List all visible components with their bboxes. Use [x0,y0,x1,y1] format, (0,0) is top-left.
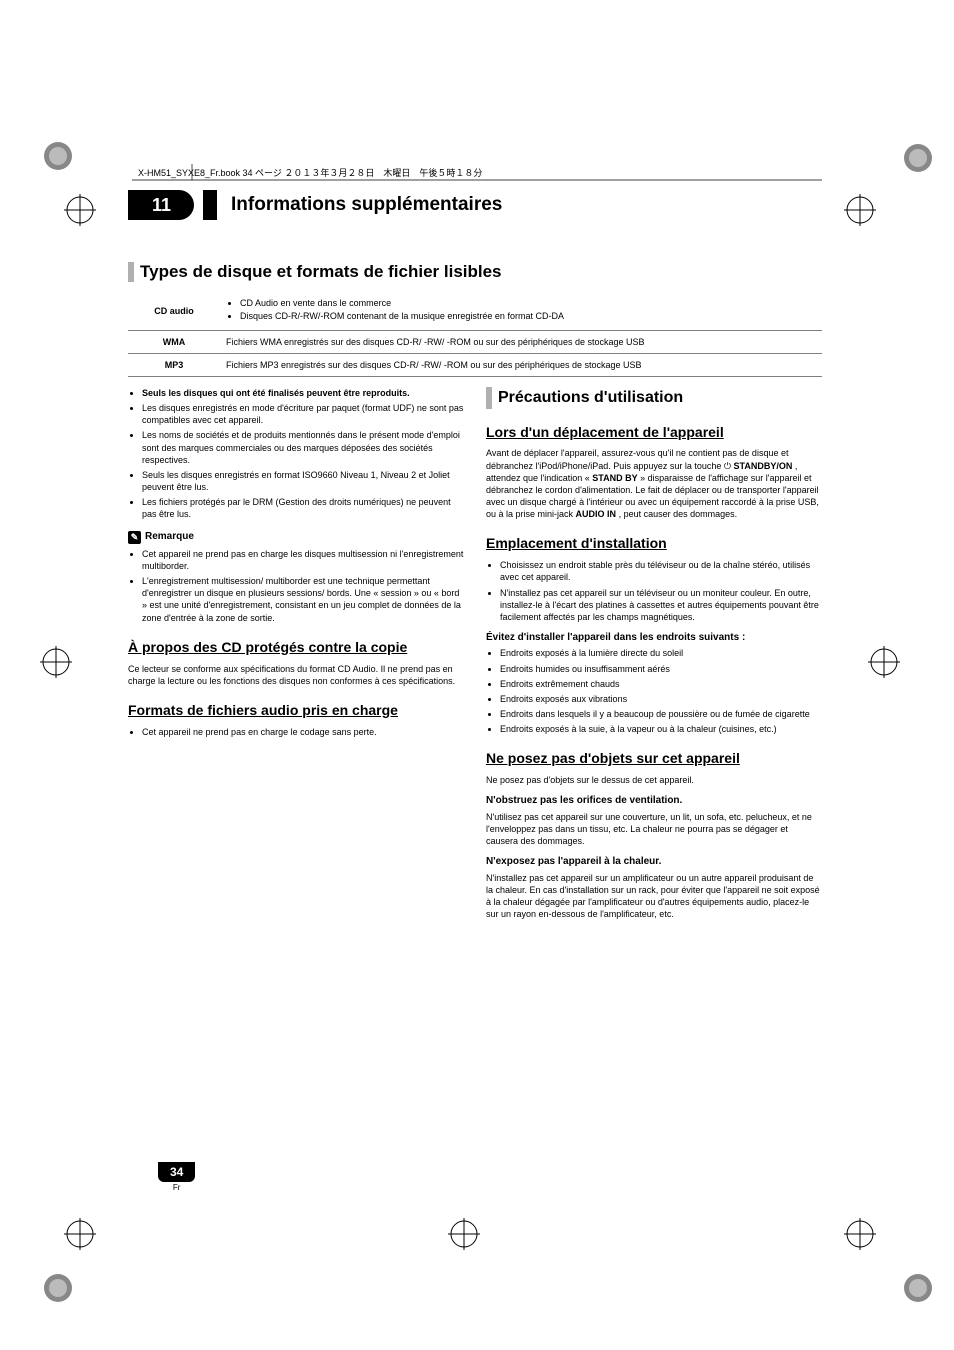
page-number: 34 [158,1162,195,1182]
registration-mark-top-right-inner [844,194,904,254]
standby-icon: ⏻ [724,461,734,471]
heading-avoid: Évitez d'installer l'appareil dans les e… [486,631,822,645]
page: X-HM51_SYXE8_Fr.book 34 ページ ２０１３年３月２８日 木… [0,0,954,1350]
page-language: Fr [158,1183,195,1192]
format-table: CD audio CD Audio en vente dans le comme… [128,292,822,377]
format-desc-item: CD Audio en vente dans le commerce [240,298,816,308]
bullet-list: Choisissez un endroit stable près du tél… [486,559,822,623]
bullet-list: Cet appareil ne prend pas en charge le c… [128,726,464,738]
standby-on-label: STANDBY/ON [734,461,793,471]
list-item: Endroits dans lesquels il y a beaucoup d… [500,708,822,720]
remark-label: Remarque [145,530,194,544]
paragraph-moving: Avant de déplacer l'appareil, assurez-vo… [486,447,822,520]
list-item: Endroits extrêmement chauds [500,678,822,690]
list-item-bold: Seuls les disques qui ont été finalisés … [142,388,410,398]
paragraph: Ne posez pas d'objets sur le dessus de c… [486,774,822,786]
registration-mark-top-left-inner [64,194,124,254]
bullet-list: Cet appareil ne prend pas en charge les … [128,548,464,624]
chapter-badge-cap-icon [179,190,203,220]
running-header-text: X-HM51_SYXE8_Fr.book 34 ページ ２０１３年３月２８日 木… [138,166,828,179]
chapter-number: 11 [152,195,171,216]
list-item: Les noms de sociétés et de produits ment… [142,429,464,465]
format-desc: Fichiers MP3 enregistrés sur des disques… [220,354,822,377]
paragraph: N'installez pas cet appareil sur un ampl… [486,872,822,921]
format-name: MP3 [128,354,220,377]
paragraph: N'utilisez pas cet appareil sur une couv… [486,811,822,847]
heading-moving: Lors d'un déplacement de l'appareil [486,423,822,442]
format-desc: CD Audio en vente dans le commerce Disqu… [220,292,822,331]
registration-mark-bottom-right-outer [860,1230,940,1310]
heading-audio-formats: Formats de fichiers audio pris en charge [128,701,464,720]
list-item: Endroits exposés à la lumière directe du… [500,647,822,659]
chapter-title: Informations supplémentaires [231,194,502,216]
format-name: WMA [128,331,220,354]
note-icon: ✎ [128,531,141,544]
heading-placement: Emplacement d'installation [486,534,822,553]
list-item: Les fichiers protégés par le DRM (Gestio… [142,496,464,520]
bullet-list: Seuls les disques qui ont été finalisés … [128,387,464,520]
standby-text: STAND BY [592,473,637,483]
bullet-list: Endroits exposés à la lumière directe du… [486,647,822,735]
audio-in-label: AUDIO IN [576,509,617,519]
list-item: N'installez pas cet appareil sur un télé… [500,587,822,623]
registration-mark-left-mid [40,646,100,706]
format-name: CD audio [128,292,220,331]
table-row: WMA Fichiers WMA enregistrés sur des dis… [128,331,822,354]
table-row: MP3 Fichiers MP3 enregistrés sur des dis… [128,354,822,377]
remark-header: ✎ Remarque [128,530,464,544]
heading-precautions: Précautions d'utilisation [486,387,822,409]
heading-copy-protected: À propos des CD protégés contre la copie [128,638,464,657]
paragraph: Ce lecteur se conforme aux spécification… [128,663,464,687]
content-area: 11 Informations supplémentaires Types de… [128,190,822,920]
format-desc-item: Disques CD-R/-RW/-ROM contenant de la mu… [240,311,816,321]
list-item: Les disques enregistrés en mode d'écritu… [142,402,464,426]
page-number-block: 34 Fr [158,1162,195,1192]
list-item: L'enregistrement multisession/ multibord… [142,575,464,624]
list-item: Seuls les disques enregistrés en format … [142,469,464,493]
table-row: CD audio CD Audio en vente dans le comme… [128,292,822,331]
list-item: Endroits exposés aux vibrations [500,693,822,705]
heading-heat: N'exposez pas l'appareil à la chaleur. [486,855,822,869]
section-title-formats: Types de disque et formats de fichier li… [128,262,822,282]
format-desc: Fichiers WMA enregistrés sur des disques… [220,331,822,354]
list-item: Seuls les disques qui ont été finalisés … [142,387,464,399]
registration-mark-right-mid [868,646,928,706]
registration-mark-bottom-center [448,1194,508,1254]
list-item: Choisissez un endroit stable près du tél… [500,559,822,583]
list-item: Cet appareil ne prend pas en charge les … [142,548,464,572]
left-column: Seuls les disques qui ont été finalisés … [128,387,464,920]
list-item: Cet appareil ne prend pas en charge le c… [142,726,464,738]
list-item: Endroits humides ou insuffisamment aérés [500,663,822,675]
two-column-layout: Seuls les disques qui ont été finalisés … [128,387,822,920]
chapter-header: 11 Informations supplémentaires [128,190,822,220]
right-column: Précautions d'utilisation Lors d'un dépl… [486,387,822,920]
text-segment: , peut causer des dommages. [619,509,738,519]
registration-mark-bottom-left-outer [40,1230,120,1310]
list-item: Endroits exposés à la suie, à la vapeur … [500,723,822,735]
heading-ventilation: N'obstruez pas les orifices de ventilati… [486,794,822,808]
chapter-number-badge: 11 [128,190,217,220]
heading-no-objects: Ne posez pas d'objets sur cet appareil [486,749,822,768]
